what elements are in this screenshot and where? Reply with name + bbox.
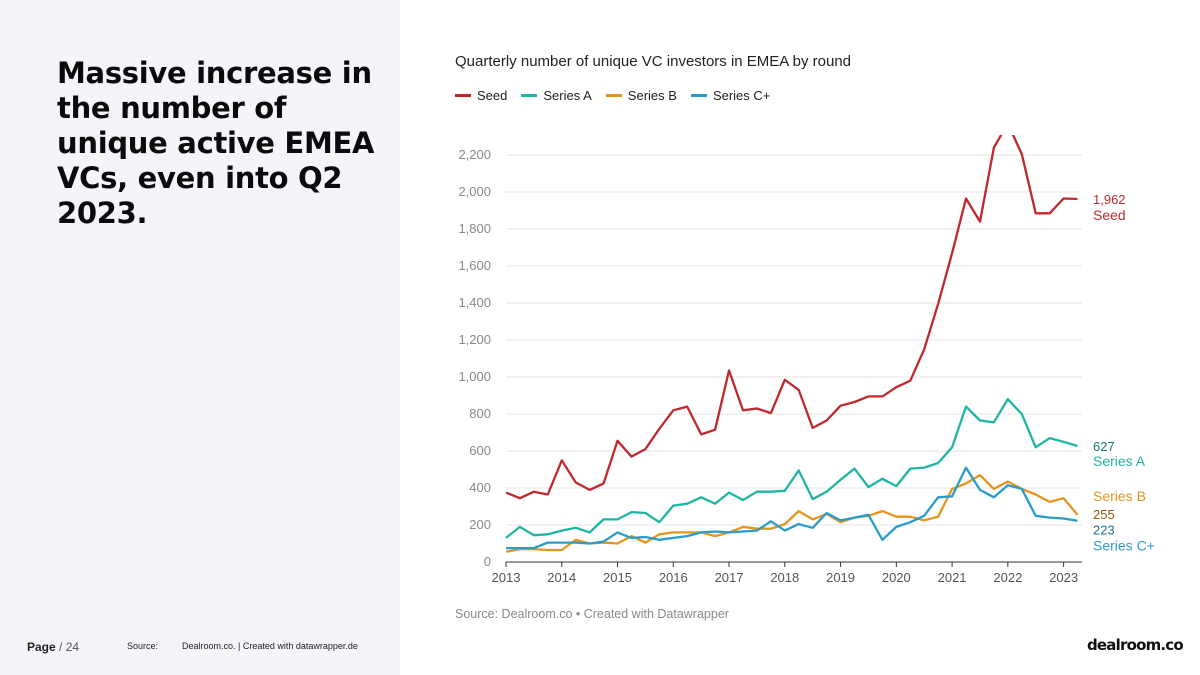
x-tick-label: 2023 (1049, 570, 1078, 585)
y-tick-label: 800 (469, 406, 491, 421)
series-a-line (505, 398, 1078, 539)
series-c-end-label: Series C+ (1093, 538, 1155, 554)
y-tick-label: 600 (469, 443, 491, 458)
y-tick-label: 1,000 (458, 369, 491, 384)
y-tick-label: 1,400 (458, 295, 491, 310)
x-tick-label: 2020 (882, 570, 911, 585)
chart-title: Quarterly number of unique VC investors … (455, 53, 852, 70)
y-tick-label: 200 (469, 517, 491, 532)
series-b-end-label: Series B (1093, 488, 1146, 504)
x-tick-label: 2016 (659, 570, 688, 585)
slide-headline: Massive increase in the number of unique… (57, 56, 375, 230)
legend-swatch-series-c (690, 94, 707, 97)
legend-swatch-seed (455, 94, 471, 97)
line-chart: 0 200 400 600 800 1,000 1,200 1,400 1,600 1,800 2,… (458, 135, 1155, 585)
page-indicator: Page / 24 (27, 640, 79, 654)
chart-legend: Seed Series A Series B Series C+ (455, 88, 770, 103)
legend-item-seed: Seed (455, 88, 507, 103)
series-a-end-label: Series A (1093, 453, 1146, 469)
legend-label-series-a: Series A (543, 88, 592, 103)
x-tick-label: 2017 (715, 570, 744, 585)
y-tick-label: 1,800 (458, 221, 491, 236)
legend-item-series-c: Series C+ (690, 88, 771, 103)
page-label: Page (27, 640, 56, 654)
chart-source: Source: Dealroom.co • Created with Dataw… (455, 607, 729, 621)
y-tick-label: 2,200 (458, 147, 491, 162)
x-tick-label: 2022 (993, 570, 1022, 585)
x-tick-label: 2013 (492, 570, 521, 585)
series-c-end-value: 223 (1093, 523, 1115, 538)
source-text: Dealroom.co. | Created with datawrapper.… (182, 641, 358, 651)
x-tick-label: 2019 (826, 570, 855, 585)
seed-end-label: Seed (1093, 207, 1126, 223)
series-b-end-value: 255 (1093, 507, 1115, 522)
y-tick-label: 1,200 (458, 332, 491, 347)
legend-label-series-b: Series B (627, 88, 677, 103)
left-panel (0, 0, 400, 675)
dealroom-logo: dealroom.co (1087, 636, 1184, 654)
legend-item-series-a: Series A (521, 88, 592, 103)
x-tick-label: 2014 (547, 570, 576, 585)
page-number: / 24 (59, 640, 80, 654)
legend-swatch-series-b (605, 94, 622, 97)
seed-line (505, 135, 1078, 500)
y-tick-label: 400 (469, 480, 491, 495)
y-tick-label: 0 (484, 554, 491, 569)
legend-item-series-b: Series B (605, 88, 677, 103)
x-tick-label: 2015 (603, 570, 632, 585)
series-b-line (505, 473, 1079, 553)
x-tick-label: 2021 (938, 570, 967, 585)
legend-label-series-c: Series C+ (712, 88, 771, 103)
source-label: Source: (127, 641, 159, 651)
x-tick-label: 2018 (770, 570, 799, 585)
y-tick-label: 2,000 (458, 184, 491, 199)
y-tick-label: 1,600 (458, 258, 491, 273)
series-c-line (506, 466, 1078, 550)
legend-label-seed: Seed (477, 88, 508, 103)
series-a-end-value: 627 (1093, 439, 1115, 454)
seed-end-value: 1,962 (1093, 192, 1126, 207)
legend-swatch-series-a (521, 94, 538, 97)
